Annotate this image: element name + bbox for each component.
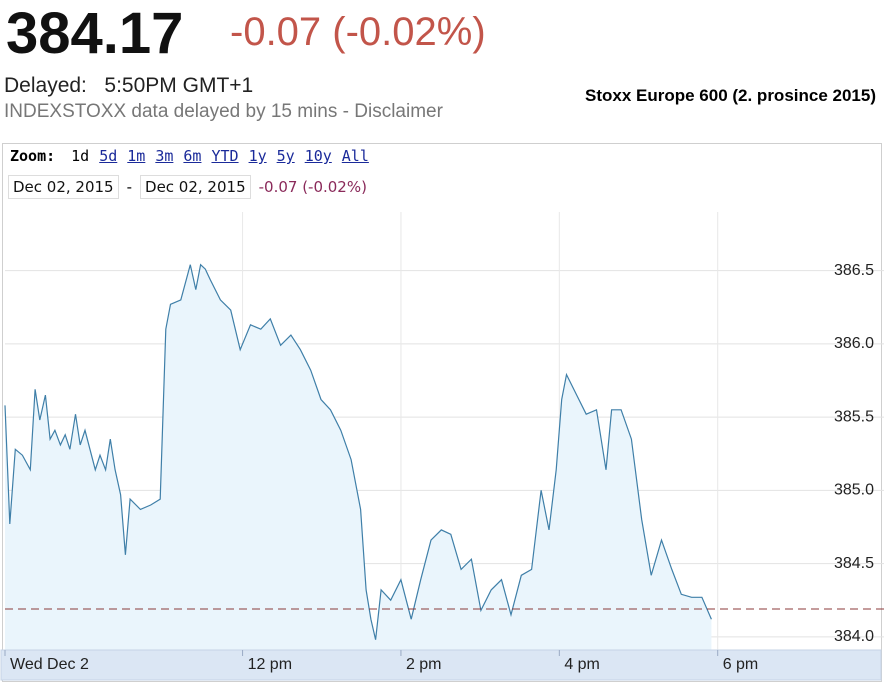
- zoom-bar: Zoom: 1d 5d 1m 3m 6m YTD 1y 5y 10y All: [10, 147, 369, 165]
- delay-note: INDEXSTOXX data delayed by 15 mins - Dis…: [4, 101, 443, 122]
- y-tick-label: 386.0: [834, 335, 874, 352]
- x-axis-band: [0, 649, 882, 681]
- zoom-option[interactable]: 1m: [127, 147, 146, 165]
- zoom-option[interactable]: 10y: [304, 147, 332, 165]
- area: [5, 264, 712, 650]
- from-date[interactable]: Dec 02, 2015: [8, 175, 119, 199]
- zoom-option[interactable]: 5d: [99, 147, 118, 165]
- price-line: [4, 263, 712, 640]
- y-tick-label: 384.0: [834, 628, 874, 645]
- delayed-label: Delayed:: [4, 74, 87, 97]
- zoom-label: Zoom:: [10, 147, 56, 165]
- y-tick-label: 384.5: [834, 555, 874, 572]
- x-tick-label: 6 pm: [723, 656, 759, 673]
- delayed-time: 5:50PM GMT+1: [104, 74, 254, 97]
- zoom-option[interactable]: 1d: [71, 147, 90, 165]
- y-tick-label: 385.5: [834, 408, 874, 425]
- x-tick-label: 2 pm: [406, 656, 442, 673]
- chart: 384.0 384.5 385.0 385.5 386.0 386.5 Wed Dec 2 1…: [0, 212, 884, 681]
- y-tick-label: 385.0: [834, 482, 874, 499]
- to-date[interactable]: Dec 02, 2015: [140, 175, 251, 199]
- separator: -: [126, 178, 133, 196]
- x-tick-label: Wed Dec 2: [10, 656, 89, 673]
- chart-title: Stoxx Europe 600 (2. prosince 2015): [584, 86, 876, 105]
- zoom-option[interactable]: 5y: [276, 147, 295, 165]
- y-tick-label: 386.5: [834, 262, 874, 279]
- zoom-option[interactable]: 6m: [183, 147, 202, 165]
- delayed-info: Delayed: 5:50PM GMT+1: [4, 74, 253, 98]
- price: 384.17: [6, 1, 184, 66]
- x-tick-label: 4 pm: [564, 656, 600, 673]
- date-range: Dec 02, 2015 - Dec 02, 2015 -0.07 (-0.02…: [8, 175, 367, 199]
- chart-frame: [2, 143, 882, 682]
- range-change: -0.07 (-0.02%): [258, 178, 367, 196]
- zoom-option[interactable]: YTD: [211, 147, 239, 165]
- zoom-option[interactable]: 3m: [155, 147, 174, 165]
- price-change: -0.07 (-0.02%): [230, 10, 486, 54]
- x-tick-label: 12 pm: [248, 656, 292, 673]
- zoom-option[interactable]: All: [341, 147, 369, 165]
- zoom-option[interactable]: 1y: [248, 147, 267, 165]
